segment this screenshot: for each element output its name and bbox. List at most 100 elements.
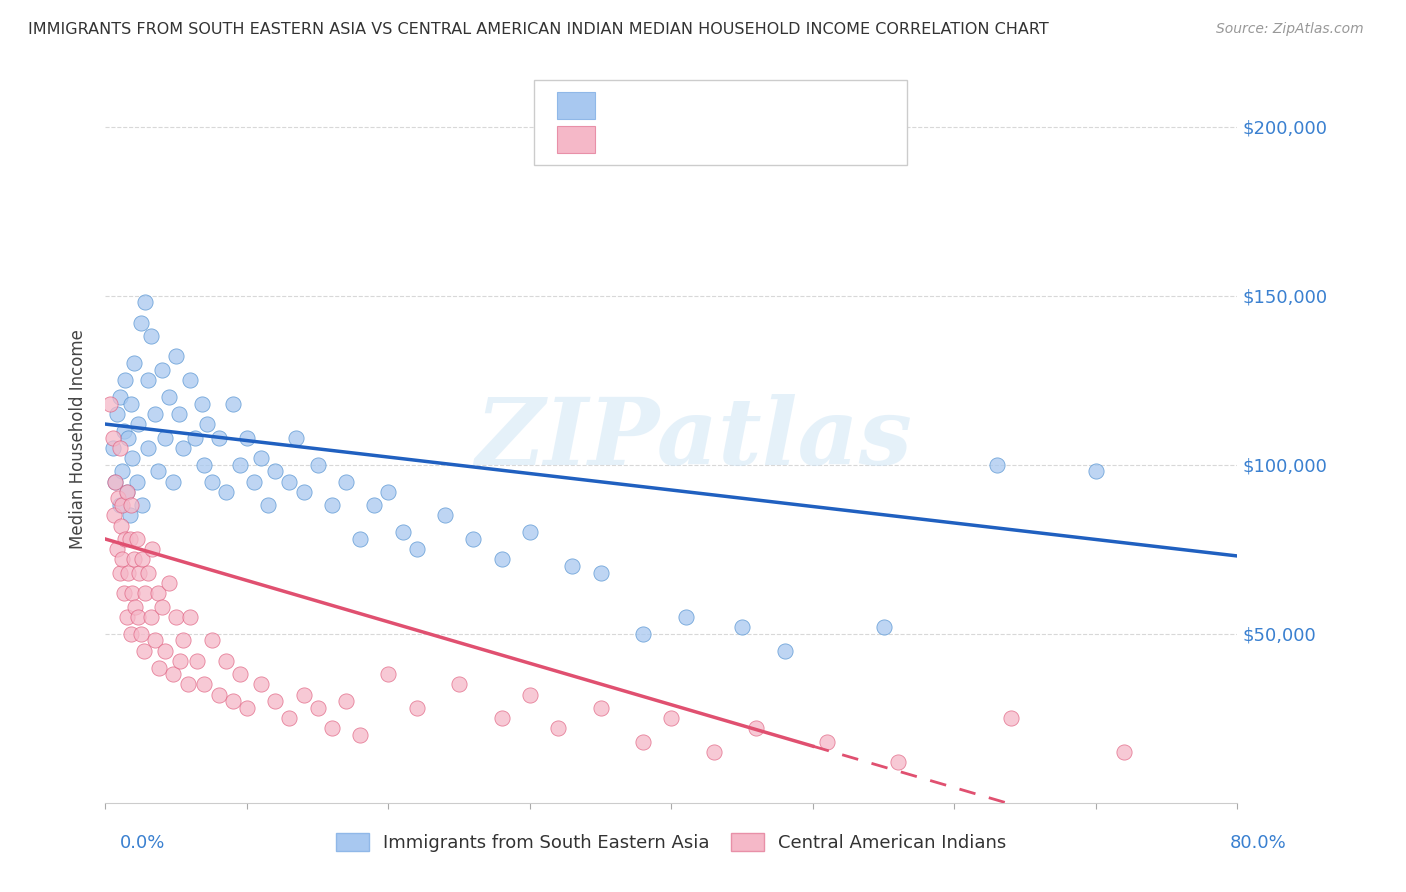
Point [236,431,259,445]
Point [131,498,153,512]
Point [183,431,205,445]
Point [307,458,329,472]
Point [731,620,754,634]
Text: R =: R = [603,130,643,148]
Point [349,728,371,742]
Point [115,484,138,499]
Point [257,498,280,512]
Point [208,688,231,702]
Point [229,667,252,681]
Text: -0.281: -0.281 [645,96,703,114]
Point [101,431,124,445]
Point [139,329,162,343]
Point [215,654,238,668]
Point [491,711,513,725]
Point [243,475,266,489]
Point [307,701,329,715]
Point [131,552,153,566]
Point [148,660,170,674]
Point [127,610,149,624]
Point [108,441,131,455]
Point [114,532,136,546]
Legend: Immigrants from South Eastern Asia, Central American Indians: Immigrants from South Eastern Asia, Cent… [329,825,1014,859]
Point [118,532,141,546]
Point [162,475,184,489]
Point [631,735,654,749]
Point [335,475,357,489]
Point [321,498,343,512]
Text: -0.548: -0.548 [645,130,703,148]
Point [215,484,238,499]
Point [1000,711,1022,725]
Point [292,484,315,499]
Point [107,491,129,506]
Point [278,475,301,489]
Point [105,407,128,421]
Point [222,397,245,411]
Point [121,450,143,465]
Point [136,441,159,455]
Point [491,552,513,566]
Point [157,390,180,404]
Point [449,677,471,691]
Point [561,559,583,574]
Point [200,475,222,489]
Point [264,694,287,708]
Y-axis label: Median Household Income: Median Household Income [69,329,87,549]
Point [222,694,245,708]
Point [143,633,166,648]
Point [122,356,145,370]
Point [143,407,166,421]
Point [136,566,159,580]
Point [589,701,612,715]
Point [125,532,148,546]
Point [872,620,894,634]
Point [127,417,149,431]
Point [278,711,301,725]
Point [165,610,187,624]
Point [134,586,156,600]
Point [153,431,176,445]
Point [519,525,541,540]
Point [105,542,128,557]
Point [139,610,162,624]
Point [111,498,134,512]
Point [433,508,456,523]
Point [292,688,315,702]
Point [193,677,215,691]
Point [335,694,357,708]
Point [162,667,184,681]
Point [179,373,201,387]
Point [104,475,127,489]
Point [229,458,252,472]
Point [250,677,273,691]
Point [132,643,155,657]
Point [167,407,190,421]
Point [703,745,725,759]
Point [377,667,399,681]
Point [114,373,136,387]
Point [745,722,768,736]
Point [117,431,139,445]
Point [108,566,131,580]
Point [115,484,138,499]
Point [165,350,187,364]
Point [104,475,127,489]
Text: Source: ZipAtlas.com: Source: ZipAtlas.com [1216,22,1364,37]
Point [108,498,131,512]
Point [589,566,612,580]
Point [111,465,134,479]
Point [169,654,191,668]
Text: R =: R = [603,96,643,114]
Text: N =: N = [727,130,766,148]
Point [108,390,131,404]
Point [157,576,180,591]
Point [321,722,343,736]
Point [887,756,910,770]
Point [141,542,163,557]
Point [150,363,173,377]
Point [117,566,139,580]
Point [208,431,231,445]
Point [179,610,201,624]
Point [172,633,194,648]
